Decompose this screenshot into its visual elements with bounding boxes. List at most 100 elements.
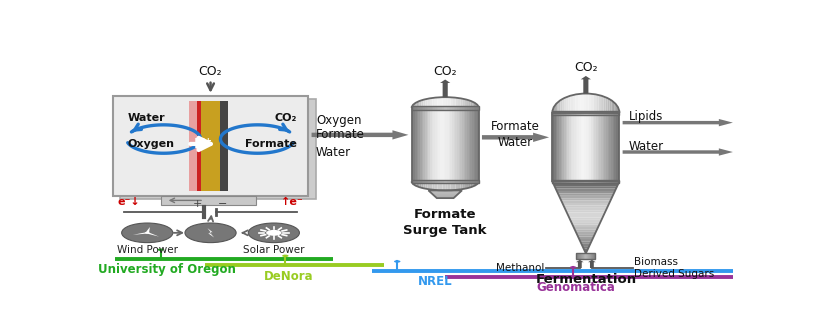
Polygon shape: [422, 100, 423, 108]
Polygon shape: [563, 203, 610, 205]
Polygon shape: [432, 181, 435, 190]
Polygon shape: [446, 181, 448, 190]
Bar: [573, 111, 574, 114]
Bar: [559, 180, 561, 183]
Polygon shape: [455, 181, 458, 190]
Bar: [608, 180, 610, 183]
Text: Methanol: Methanol: [496, 263, 544, 273]
Bar: [446, 106, 447, 110]
Bar: [616, 180, 618, 183]
Bar: [462, 180, 464, 183]
Bar: [574, 111, 576, 114]
Bar: [412, 106, 413, 110]
Bar: [447, 108, 449, 181]
Bar: [431, 106, 433, 110]
Bar: [606, 113, 608, 181]
Text: H⁺: H⁺: [194, 137, 213, 151]
Bar: [616, 113, 618, 181]
Circle shape: [394, 260, 400, 263]
Polygon shape: [591, 94, 594, 113]
Bar: [606, 111, 608, 114]
Text: −: −: [217, 199, 227, 209]
Bar: [602, 180, 605, 183]
Bar: [438, 180, 441, 183]
Polygon shape: [482, 133, 549, 142]
Text: Genomatica: Genomatica: [537, 281, 615, 294]
Bar: [433, 180, 435, 183]
Bar: [459, 108, 460, 181]
Bar: [427, 106, 428, 110]
Polygon shape: [455, 98, 458, 108]
Polygon shape: [435, 196, 455, 197]
Polygon shape: [573, 225, 599, 227]
Bar: [566, 113, 568, 181]
Polygon shape: [562, 98, 564, 113]
Bar: [425, 180, 427, 183]
Bar: [417, 106, 418, 110]
Polygon shape: [570, 220, 601, 222]
Polygon shape: [615, 104, 617, 113]
Bar: [594, 180, 596, 183]
Polygon shape: [473, 101, 474, 108]
Polygon shape: [586, 93, 588, 113]
Polygon shape: [552, 181, 620, 184]
Bar: [576, 113, 577, 181]
Text: +: +: [193, 199, 202, 209]
Polygon shape: [603, 96, 606, 113]
Text: Water: Water: [629, 140, 664, 153]
Bar: [431, 180, 433, 183]
Bar: [430, 180, 431, 183]
Bar: [449, 108, 450, 181]
Bar: [554, 113, 556, 181]
Bar: [475, 108, 477, 181]
Polygon shape: [581, 93, 583, 113]
Polygon shape: [571, 222, 601, 225]
Polygon shape: [430, 191, 460, 192]
Bar: [415, 108, 417, 181]
Polygon shape: [582, 246, 589, 249]
Bar: [592, 113, 594, 181]
Polygon shape: [146, 232, 159, 237]
Bar: [558, 180, 559, 183]
Bar: [618, 180, 620, 183]
Text: DeNora: DeNora: [264, 270, 314, 283]
Bar: [441, 108, 442, 181]
Polygon shape: [448, 181, 450, 190]
Polygon shape: [413, 181, 414, 185]
Polygon shape: [476, 181, 477, 185]
Bar: [447, 106, 449, 110]
Bar: [597, 113, 599, 181]
Bar: [415, 106, 417, 110]
Polygon shape: [463, 99, 465, 108]
Polygon shape: [578, 94, 581, 113]
Bar: [457, 180, 459, 183]
Bar: [582, 180, 584, 183]
Bar: [470, 180, 472, 183]
Bar: [423, 108, 425, 181]
Text: Water: Water: [316, 146, 351, 158]
Bar: [579, 113, 581, 181]
Text: Solar Power: Solar Power: [243, 245, 304, 255]
Polygon shape: [426, 181, 427, 189]
Bar: [592, 180, 594, 183]
Bar: [558, 113, 559, 181]
Polygon shape: [420, 181, 422, 188]
Polygon shape: [579, 239, 592, 241]
Bar: [444, 108, 446, 181]
Polygon shape: [440, 97, 442, 108]
Bar: [462, 108, 464, 181]
Bar: [450, 180, 452, 183]
Bar: [427, 108, 428, 181]
Bar: [442, 108, 444, 181]
Bar: [602, 113, 605, 181]
Bar: [611, 180, 613, 183]
Bar: [576, 111, 577, 114]
Polygon shape: [467, 100, 469, 108]
Bar: [436, 106, 438, 110]
Bar: [449, 180, 450, 183]
Bar: [608, 111, 610, 114]
Polygon shape: [555, 104, 556, 113]
Bar: [552, 111, 554, 114]
Polygon shape: [453, 181, 455, 190]
Bar: [599, 180, 601, 183]
